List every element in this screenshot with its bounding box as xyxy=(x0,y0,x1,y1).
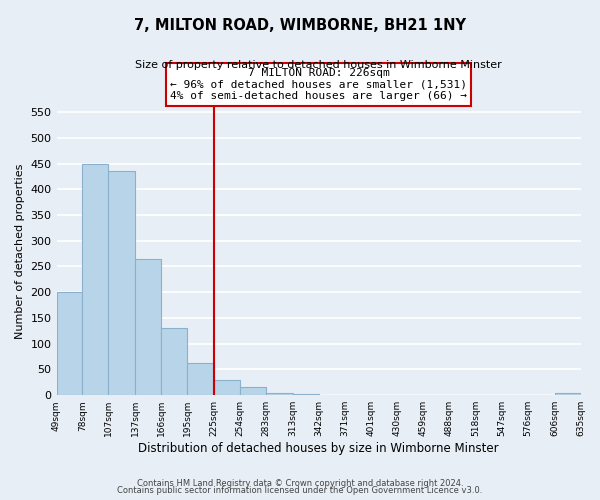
Bar xyxy=(82,164,109,395)
Text: 7, MILTON ROAD, WIMBORNE, BH21 1NY: 7, MILTON ROAD, WIMBORNE, BH21 1NY xyxy=(134,18,466,32)
Text: Contains public sector information licensed under the Open Government Licence v3: Contains public sector information licen… xyxy=(118,486,482,495)
Bar xyxy=(240,388,266,395)
Bar xyxy=(293,394,319,395)
Bar xyxy=(135,259,161,395)
Title: Size of property relative to detached houses in Wimborne Minster: Size of property relative to detached ho… xyxy=(135,60,502,70)
Bar xyxy=(214,380,240,395)
Bar xyxy=(449,394,476,395)
Text: Contains HM Land Registry data © Crown copyright and database right 2024.: Contains HM Land Registry data © Crown c… xyxy=(137,478,463,488)
Y-axis label: Number of detached properties: Number of detached properties xyxy=(15,164,25,338)
Bar xyxy=(109,171,135,395)
Bar xyxy=(554,392,581,395)
Text: 7 MILTON ROAD: 226sqm
← 96% of detached houses are smaller (1,531)
4% of semi-de: 7 MILTON ROAD: 226sqm ← 96% of detached … xyxy=(170,68,467,101)
Bar xyxy=(187,364,214,395)
Bar xyxy=(344,394,371,395)
Bar xyxy=(266,392,293,395)
Bar xyxy=(319,394,344,395)
Bar xyxy=(56,292,82,395)
X-axis label: Distribution of detached houses by size in Wimborne Minster: Distribution of detached houses by size … xyxy=(138,442,499,455)
Bar xyxy=(371,394,397,395)
Bar xyxy=(161,328,187,395)
